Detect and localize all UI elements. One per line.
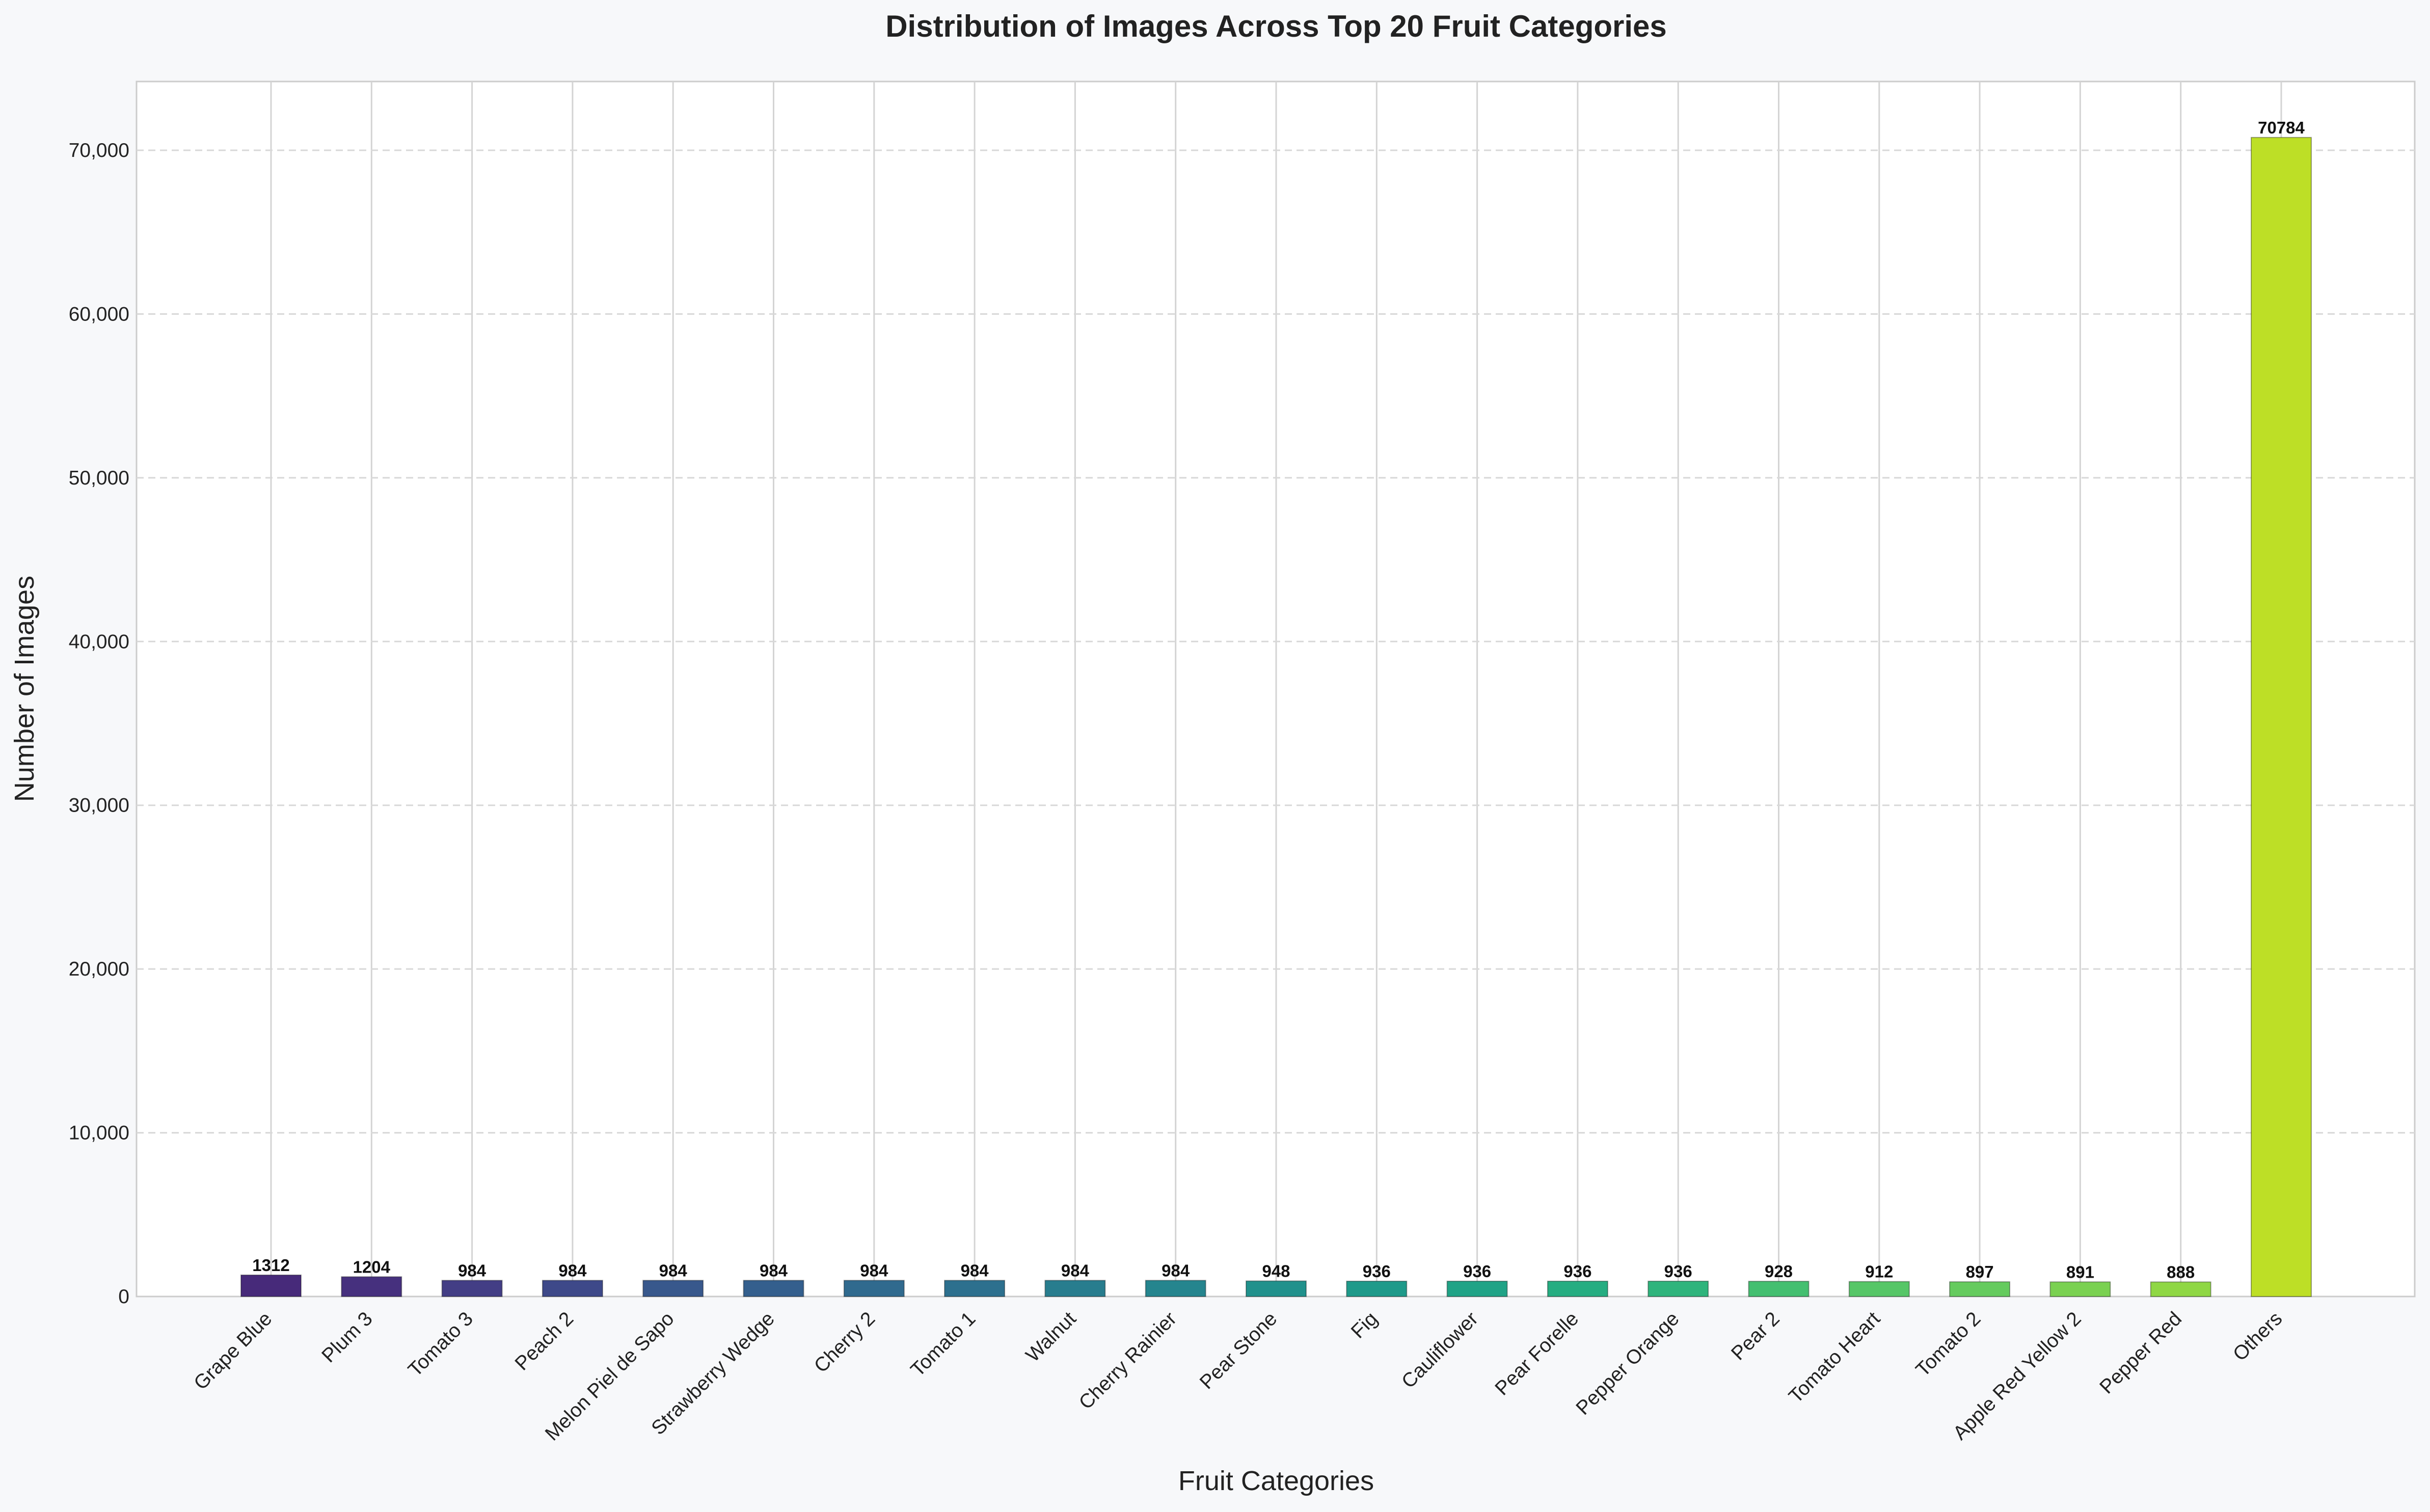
x-tick-label: Cherry Rainier [1075,1308,1181,1414]
x-tick-label: Pear Stone [1196,1308,1281,1393]
bar [2150,1281,2211,1297]
y-axis-ticks: 0 10,000 20,000 30,000 40,000 50,000 60,000 70,… [69,140,129,1308]
data-label: 984 [1162,1261,1190,1280]
data-labels: 1312 1204 984 984 984 984 984 984 984 984 948 936 93… [252,118,2305,1282]
data-label: 984 [961,1261,989,1280]
data-label: 912 [1865,1262,1893,1281]
x-tick-label: Fig [1347,1308,1382,1343]
bar [1044,1280,1106,1297]
chart-title: Distribution of Images Across Top 20 Fru… [885,9,1667,43]
y-tick-label: 0 [118,1286,129,1308]
bars [240,137,2312,1298]
y-tick-label: 40,000 [69,631,129,653]
y-tick-label: 50,000 [69,467,129,489]
bar [1748,1281,1810,1297]
x-tick-label: Pear Forelle [1491,1308,1583,1400]
bar [1446,1280,1508,1298]
x-tick-label: Cherry 2 [810,1308,879,1377]
data-label: 936 [1463,1262,1491,1281]
y-tick-label: 10,000 [69,1122,129,1144]
bar [1547,1280,1608,1298]
data-label: 984 [860,1261,888,1280]
y-tick-label: 60,000 [69,303,129,325]
x-tick-label: Pepper Orange [1572,1308,1684,1419]
bar [642,1280,704,1297]
data-label: 70784 [2258,118,2305,137]
x-tick-label: Tomato 1 [907,1308,980,1381]
data-label: 936 [1664,1262,1692,1281]
x-tick-label: Walnut [1022,1308,1081,1366]
bar [542,1280,603,1297]
bar [240,1274,302,1298]
data-label: 984 [659,1261,688,1280]
data-label: 984 [1061,1261,1090,1280]
x-tick-label: Pear 2 [1727,1308,1784,1365]
data-label: 984 [760,1261,788,1280]
bar [1246,1280,1307,1297]
y-tick-label: 20,000 [69,958,129,980]
x-tick-label: Tomato 2 [1912,1308,1985,1381]
data-label: 948 [1262,1262,1290,1281]
x-tick-label: Pepper Red [2095,1308,2186,1398]
bar [1949,1281,2011,1298]
data-label: 1312 [252,1256,289,1275]
bar [1648,1280,1709,1298]
data-label: 936 [1563,1262,1591,1281]
data-label: 984 [458,1261,487,1280]
bar [1346,1280,1408,1298]
data-label: 984 [558,1261,587,1280]
y-tick-label: 70,000 [69,140,129,161]
bar [341,1276,402,1298]
bar [441,1280,503,1297]
y-tick-label: 30,000 [69,795,129,817]
data-label: 1204 [353,1257,391,1276]
x-tick-label: Tomato Heart [1785,1308,1884,1408]
data-label: 928 [1765,1262,1793,1281]
bar [944,1280,1006,1297]
x-tick-label: Cauliflower [1397,1308,1482,1393]
bar [843,1280,905,1297]
bar [1145,1280,1206,1297]
x-tick-label: Peach 2 [511,1308,578,1375]
bar [2251,137,2312,1297]
bar [2049,1281,2111,1297]
x-tick-label: Others [2229,1308,2286,1365]
x-tick-label: Grape Blue [190,1308,276,1394]
bar [743,1280,804,1297]
data-label: 888 [2167,1262,2195,1281]
data-label: 891 [2066,1262,2094,1281]
x-tick-label: Tomato 3 [404,1308,477,1381]
data-label: 897 [1966,1262,1994,1281]
x-tick-label: Plum 3 [317,1308,376,1367]
data-label: 936 [1363,1262,1391,1281]
x-axis-label: Fruit Categories [1178,1466,1374,1496]
bar [1848,1281,1910,1298]
y-axis-label: Number of Images [9,576,40,802]
